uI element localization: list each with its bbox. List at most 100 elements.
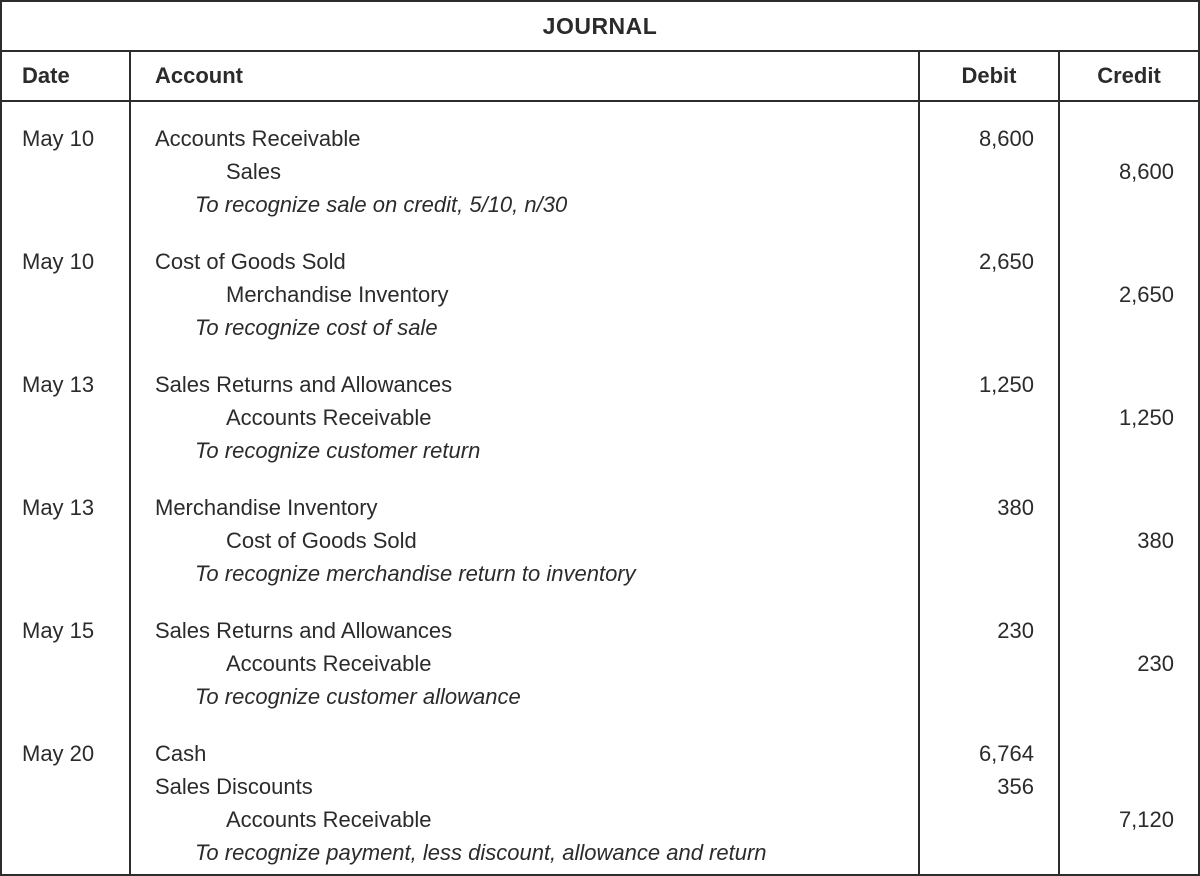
journal-line-description: To recognize customer allowance — [2, 680, 1198, 713]
debit-cell: 356 — [920, 770, 1060, 803]
debit-cell — [920, 647, 1060, 680]
journal-title: JOURNAL — [2, 2, 1198, 52]
credit-cell — [1060, 680, 1198, 713]
date-cell: May 10 — [2, 245, 131, 278]
spacer-row — [2, 221, 1198, 245]
date-cell: May 13 — [2, 368, 131, 401]
account-cell: Cost of Goods Sold — [131, 245, 920, 278]
date-cell — [2, 155, 131, 188]
debit-cell — [920, 803, 1060, 836]
account-cell: Sales Returns and Allowances — [131, 368, 920, 401]
journal-line: May 15 Sales Returns and Allowances 230 — [2, 614, 1198, 647]
account-cell: Accounts Receivable — [131, 122, 920, 155]
date-cell — [2, 557, 131, 590]
journal-line-description: To recognize sale on credit, 5/10, n/30 — [2, 188, 1198, 221]
date-cell: May 15 — [2, 614, 131, 647]
date-cell — [2, 188, 131, 221]
credit-cell: 2,650 — [1118, 281, 1174, 307]
filler-row — [2, 869, 1198, 874]
spacer-row — [2, 467, 1198, 491]
debit-cell: 6,764 — [920, 737, 1060, 770]
header-credit: Credit — [1097, 63, 1161, 88]
debit-cell — [920, 524, 1060, 557]
description-cell: To recognize customer allowance — [131, 680, 920, 713]
journal-line-description: To recognize merchandise return to inven… — [2, 557, 1198, 590]
account-cell: Accounts Receivable — [131, 803, 920, 836]
debit-cell — [920, 278, 1060, 311]
date-cell: May 10 — [2, 122, 131, 155]
credit-cell — [1060, 770, 1198, 803]
credit-cell: 8,600 — [1118, 158, 1174, 184]
credit-cell — [1060, 836, 1198, 869]
debit-cell — [920, 557, 1060, 590]
account-cell: Cost of Goods Sold — [131, 524, 920, 557]
description-cell: To recognize customer return — [131, 434, 920, 467]
credit-cell — [1060, 557, 1198, 590]
date-cell — [2, 770, 131, 803]
account-cell: Sales Returns and Allowances — [131, 614, 920, 647]
credit-cell — [1060, 122, 1198, 155]
account-cell: Accounts Receivable — [131, 401, 920, 434]
debit-cell: 230 — [920, 614, 1060, 647]
debit-cell — [920, 836, 1060, 869]
journal-line-description: To recognize customer return — [2, 434, 1198, 467]
journal-line: Merchandise Inventory 2,650 — [2, 278, 1198, 311]
account-cell: Accounts Receivable — [131, 647, 920, 680]
debit-cell — [920, 188, 1060, 221]
date-cell — [2, 434, 131, 467]
credit-cell — [1060, 434, 1198, 467]
date-cell — [2, 278, 131, 311]
journal-line-description: To recognize cost of sale — [2, 311, 1198, 344]
journal-line: May 10 Accounts Receivable 8,600 — [2, 122, 1198, 155]
journal-line: Accounts Receivable 7,120 — [2, 803, 1198, 836]
date-cell — [2, 680, 131, 713]
credit-cell: 7,120 — [1118, 806, 1174, 832]
description-cell: To recognize cost of sale — [131, 311, 920, 344]
date-cell — [2, 524, 131, 557]
credit-cell — [1060, 368, 1198, 401]
spacer-row — [2, 344, 1198, 368]
journal-line: Cost of Goods Sold 380 — [2, 524, 1198, 557]
description-cell: To recognize merchandise return to inven… — [131, 557, 920, 590]
debit-cell — [920, 680, 1060, 713]
date-cell — [2, 647, 131, 680]
account-cell: Merchandise Inventory — [131, 278, 920, 311]
credit-cell — [1060, 188, 1198, 221]
credit-cell — [1060, 245, 1198, 278]
header-date: Date — [2, 52, 131, 100]
debit-cell — [920, 155, 1060, 188]
debit-cell: 2,650 — [920, 245, 1060, 278]
journal-line: May 13 Merchandise Inventory 380 — [2, 491, 1198, 524]
account-cell: Sales — [131, 155, 920, 188]
debit-cell — [920, 434, 1060, 467]
credit-cell — [1060, 614, 1198, 647]
credit-cell: 1,250 — [1118, 404, 1174, 430]
account-cell: Sales Discounts — [131, 770, 920, 803]
date-cell: May 20 — [2, 737, 131, 770]
table-header: Date Account Debit Credit — [2, 52, 1198, 102]
journal-line: Accounts Receivable 230 — [2, 647, 1198, 680]
spacer-row — [2, 102, 1198, 122]
credit-cell: 230 — [1137, 650, 1174, 676]
credit-cell — [1060, 491, 1198, 524]
debit-cell: 380 — [920, 491, 1060, 524]
journal-line-description: To recognize payment, less discount, all… — [2, 836, 1198, 869]
journal-line: May 13 Sales Returns and Allowances 1,25… — [2, 368, 1198, 401]
date-cell — [2, 311, 131, 344]
spacer-row — [2, 590, 1198, 614]
date-cell — [2, 803, 131, 836]
table-body: May 10 Accounts Receivable 8,600 Sales 8… — [2, 102, 1198, 874]
journal-line: Sales 8,600 — [2, 155, 1198, 188]
journal-line: Sales Discounts 356 — [2, 770, 1198, 803]
credit-cell: 380 — [1137, 527, 1174, 553]
date-cell — [2, 401, 131, 434]
journal-line: Accounts Receivable 1,250 — [2, 401, 1198, 434]
journal-line: May 10 Cost of Goods Sold 2,650 — [2, 245, 1198, 278]
debit-cell — [920, 401, 1060, 434]
debit-cell: 8,600 — [920, 122, 1060, 155]
description-cell: To recognize payment, less discount, all… — [131, 836, 920, 869]
account-cell: Merchandise Inventory — [131, 491, 920, 524]
date-cell — [2, 836, 131, 869]
description-cell: To recognize sale on credit, 5/10, n/30 — [131, 188, 920, 221]
